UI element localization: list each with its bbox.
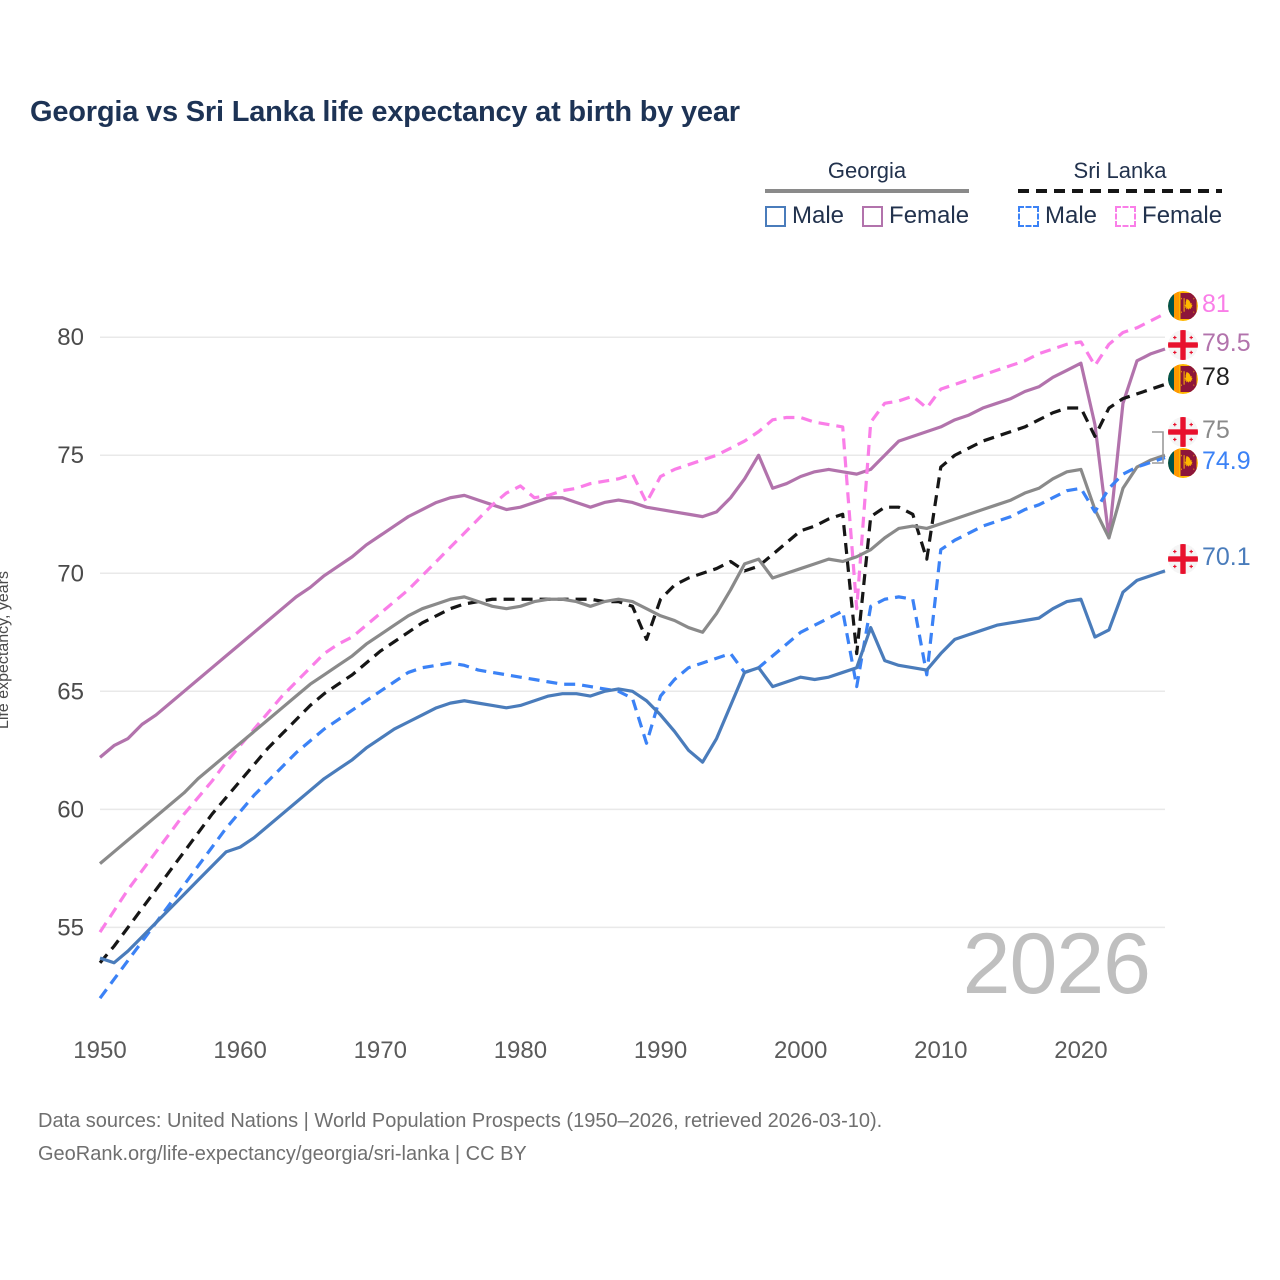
series-line-georgia-female [98, 347, 1166, 759]
flag-icon-sri-lanka [1168, 364, 1198, 394]
legend-item-sri-lanka-female[interactable]: Female [1115, 202, 1222, 230]
series-line-georgia-male [99, 569, 1166, 965]
label-connector-bracket [1152, 431, 1164, 464]
y-tick-label: 55 [57, 914, 84, 941]
series-line-georgia-total [98, 453, 1166, 865]
series-line-sri-lanka-male [98, 456, 1166, 1000]
legend-country-georgia: Georgia [827, 158, 907, 183]
legend-rule-sri-lanka [1018, 189, 1223, 193]
legend-swatch-sri-lanka-male [1018, 205, 1039, 227]
x-tick-label: 2020 [1054, 1037, 1107, 1064]
legend-label-georgia-female: Female [889, 202, 970, 229]
footer-attribution: Data sources: United Nations | World Pop… [38, 1105, 882, 1171]
flag-icon-georgia [1168, 417, 1198, 447]
series-line-sri-lanka-total [98, 382, 1166, 964]
y-tick-label: 60 [57, 796, 84, 823]
footer-line-2: GeoRank.org/life-expectancy/georgia/sri-… [38, 1143, 527, 1165]
x-tick-label: 1960 [213, 1037, 266, 1064]
legend-group-georgia: Georgia Male Female [765, 158, 970, 230]
legend-item-georgia-male[interactable]: Male [765, 202, 844, 230]
legend-rule-georgia [765, 189, 970, 193]
legend-item-georgia-female[interactable]: Female [862, 202, 969, 230]
end-value-label: 81 [1202, 290, 1230, 318]
x-tick-label: 1990 [634, 1037, 687, 1064]
legend-label-sri-lanka-male: Male [1045, 202, 1098, 229]
y-tick-label: 70 [57, 560, 84, 587]
x-tick-label: 1980 [494, 1037, 547, 1064]
x-tick-label: 1970 [354, 1037, 407, 1064]
year-watermark: 2026 [962, 916, 1151, 1012]
end-value-label: 74.9 [1202, 447, 1251, 475]
end-value-label: 70.1 [1202, 543, 1251, 571]
end-value-label: 78 [1202, 363, 1230, 391]
end-value-label: 75 [1202, 416, 1230, 444]
chart-legend: Georgia Male Female Sri Lanka Male [740, 158, 1260, 244]
y-axis-title: Life expectancy, years [0, 571, 12, 730]
y-tick-label: 80 [57, 324, 84, 351]
y-tick-label: 65 [57, 678, 84, 705]
flag-icon-georgia [1168, 330, 1198, 360]
legend-group-sri-lanka: Sri Lanka Male Female [1018, 158, 1223, 230]
legend-label-georgia-male: Male [792, 202, 845, 229]
legend-swatch-sri-lanka-female [1115, 205, 1137, 227]
x-tick-label: 1950 [73, 1037, 126, 1064]
footer-line-1: Data sources: United Nations | World Pop… [38, 1110, 883, 1132]
flag-icon-sri-lanka [1168, 448, 1198, 478]
series-line-sri-lanka-female [98, 312, 1166, 933]
legend-swatch-georgia-male [765, 205, 786, 227]
flag-icon-sri-lanka [1168, 291, 1198, 321]
x-tick-label: 2000 [774, 1037, 827, 1064]
legend-country-sri-lanka: Sri Lanka [1073, 158, 1167, 183]
legend-swatch-georgia-female [862, 205, 884, 227]
end-value-label: 79.5 [1202, 329, 1251, 357]
x-tick-label: 2010 [914, 1037, 967, 1064]
y-tick-label: 75 [57, 442, 84, 469]
legend-item-sri-lanka-male[interactable]: Male [1018, 202, 1097, 230]
page-title: Georgia vs Sri Lanka life expectancy at … [30, 96, 740, 128]
legend-label-sri-lanka-female: Female [1142, 202, 1223, 229]
flag-icon-georgia [1168, 544, 1198, 574]
